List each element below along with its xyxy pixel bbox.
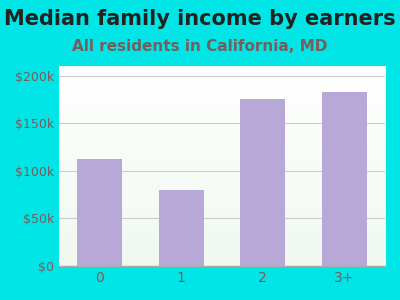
Bar: [240, 99, 285, 266]
Text: Median family income by earners: Median family income by earners: [4, 9, 396, 29]
Bar: [322, 92, 367, 266]
Text: All residents in California, MD: All residents in California, MD: [72, 39, 328, 54]
Bar: [77, 159, 122, 266]
Bar: [159, 190, 204, 266]
